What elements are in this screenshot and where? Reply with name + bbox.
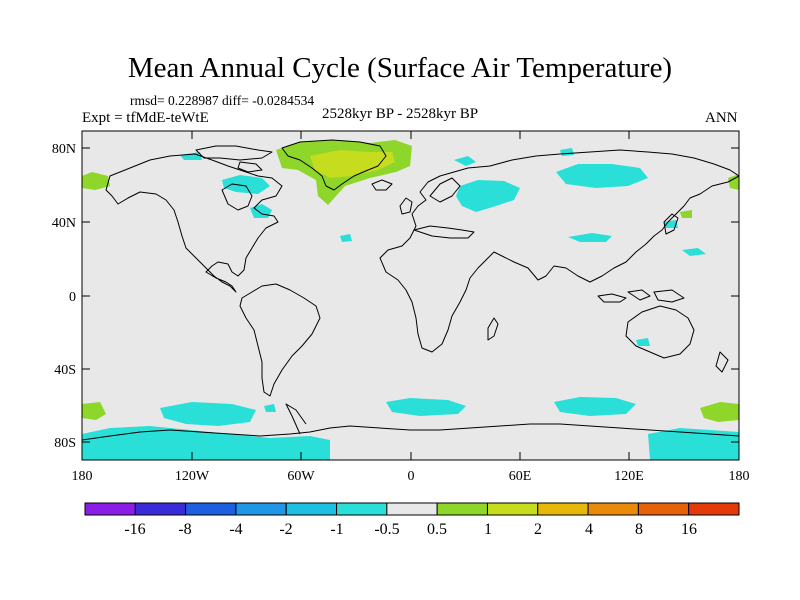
colorbar-swatch	[235, 502, 287, 516]
colorbar-label: -1	[330, 521, 343, 538]
ross-sea-warm-anomaly	[82, 402, 106, 420]
greenland-core-anomaly	[310, 150, 395, 178]
colorbar-swatch	[587, 502, 639, 516]
axis-ticks	[81, 131, 740, 460]
lat-label: 40S	[54, 363, 76, 378]
british-isles-coast	[399, 197, 413, 215]
colorbar-label: -4	[229, 521, 242, 538]
siberia-cold-anomaly	[556, 164, 648, 188]
pacific-cold-anomaly	[682, 248, 706, 256]
lon-label: 60W	[287, 469, 315, 484]
colorbar-label: 1	[484, 521, 492, 538]
south-america-coast	[239, 283, 321, 397]
antarctic-east-cold-anomaly	[648, 428, 739, 460]
colorbar-label: 2	[534, 521, 542, 538]
north-america-coast	[105, 153, 283, 293]
amundsen-warm-anomaly	[700, 402, 739, 422]
colorbar-swatch	[84, 502, 136, 516]
new-zealand-coast	[715, 351, 729, 373]
period-label: 2528kyr BP - 2528kyr BP	[322, 106, 479, 122]
map-panel: 80N 40N 0 40S 80S 180 120W 60W 0 60E 120…	[52, 130, 750, 484]
china-cold-anomaly	[568, 233, 612, 242]
season-label: ANN	[705, 110, 738, 126]
europe-cold-anomaly	[456, 180, 520, 212]
lon-label: 180	[729, 469, 750, 484]
colorbar-label: 8	[635, 521, 643, 538]
colorbar-label: 16	[681, 521, 697, 538]
lon-label: 120E	[614, 469, 644, 484]
colorbar-swatch	[436, 502, 488, 516]
plot-title: Mean Annual Cycle (Surface Air Temperatu…	[127, 52, 673, 84]
colorbar-label: -0.5	[374, 521, 399, 538]
canada-cold-anomaly	[222, 175, 270, 194]
small-cold-patch-s2	[636, 338, 650, 346]
colorbar-label: -16	[124, 521, 145, 538]
experiment-label: Expt = tfMdE-teWtE	[82, 110, 209, 126]
lat-label: 40N	[52, 216, 76, 231]
lat-label: 0	[69, 290, 76, 305]
colorbar-swatch	[386, 502, 438, 516]
australia-coast	[625, 305, 695, 359]
south-atlantic-cold-anomaly	[386, 398, 466, 416]
eurasia-africa-coast	[379, 149, 739, 353]
south-pacific-cold-anomaly	[160, 402, 256, 426]
antarctic-coast-cold-anomaly	[82, 426, 330, 460]
arctic-west-warm-anomaly	[82, 172, 110, 190]
colorbar: -16 -8 -4 -2 -1 -0.5 0.5 1 2 4 8 16	[84, 502, 740, 538]
colorbar-swatch	[688, 502, 740, 516]
greenland-coast	[281, 139, 387, 191]
hudson-bay-coast	[221, 183, 253, 211]
madagascar-coast	[487, 317, 499, 341]
colorbar-swatches	[84, 502, 740, 516]
colorbar-swatch	[537, 502, 589, 516]
antarctica-coast	[82, 423, 739, 441]
atlantic-cold-anomaly	[340, 234, 352, 242]
anomaly-fields	[82, 140, 739, 460]
colorbar-swatch	[185, 502, 237, 516]
lat-label: 80S	[54, 436, 76, 451]
colorbar-labels: -16 -8 -4 -2 -1 -0.5 0.5 1 2 4 8 16	[124, 521, 697, 538]
indonesia-coast	[597, 289, 685, 303]
colorbar-label: 4	[585, 521, 593, 538]
small-cold-patch-s1	[264, 404, 276, 412]
colorbar-swatch	[486, 502, 539, 516]
colorbar-swatch	[285, 502, 338, 516]
colorbar-label: -8	[178, 521, 191, 538]
antarctic-peninsula-coast	[285, 403, 307, 435]
lon-label: 180	[72, 469, 93, 484]
colorbar-swatch	[336, 502, 388, 516]
lon-labels: 180 120W 60W 0 60E 120E 180	[72, 469, 750, 484]
lat-labels: 80N 40N 0 40S 80S	[52, 142, 76, 451]
lat-label: 80N	[52, 142, 76, 157]
iceland-coast	[371, 179, 393, 191]
colorbar-label: -2	[279, 521, 292, 538]
small-warm-patch	[680, 210, 692, 218]
lon-label: 120W	[175, 469, 210, 484]
scandinavia-coast	[429, 177, 461, 203]
colorbar-swatch	[134, 502, 187, 516]
japan-coast	[663, 213, 679, 235]
mediterranean-coast	[413, 225, 475, 239]
arctic-cold-patch-1	[454, 156, 476, 166]
lon-label: 0	[408, 469, 415, 484]
colorbar-label: 0.5	[427, 521, 447, 538]
stats-text: rmsd= 0.228987 diff= -0.0284534	[130, 93, 315, 108]
lon-label: 60E	[509, 469, 532, 484]
colorbar-swatch	[637, 502, 690, 516]
arctic-islands	[195, 145, 273, 173]
coastlines	[82, 139, 739, 441]
indian-ocean-cold-anomaly	[554, 397, 636, 416]
